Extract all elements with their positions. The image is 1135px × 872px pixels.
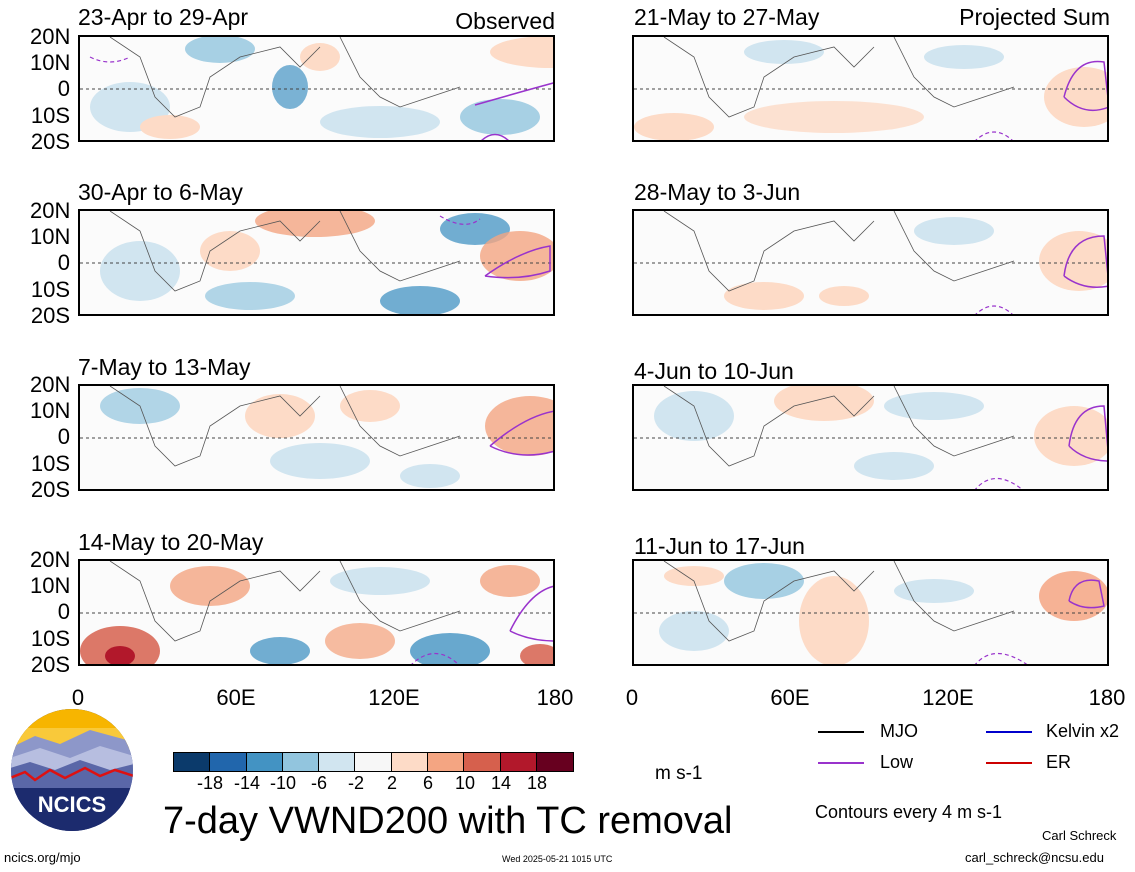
- lon-label: 0: [625, 685, 639, 710]
- map-field: [634, 37, 1107, 140]
- map-field: [80, 561, 553, 664]
- map-field: [80, 386, 553, 488]
- lat-label: 20N: [30, 24, 71, 49]
- main-title: 7-day VWND200 with TC removal: [163, 800, 733, 842]
- panel-2-title: 30-Apr to 6-May: [78, 179, 243, 205]
- map-field: [634, 386, 1107, 489]
- panel-5-tag: Projected Sum: [959, 4, 1110, 30]
- contours-note: Contours every 4 m s-1: [815, 802, 1003, 822]
- panel-1-tag: Observed: [455, 8, 555, 34]
- legend-label-kelvin: Kelvin x2: [1046, 721, 1120, 741]
- colorbar-label: -18: [196, 773, 223, 793]
- panel-5-title: 21-May to 27-May: [634, 4, 820, 30]
- lon-label: 60E: [770, 685, 810, 710]
- colorbar-cell: [319, 753, 356, 771]
- map-field: [634, 561, 1107, 664]
- legend-label-mjo: MJO: [880, 721, 918, 741]
- lat-label: 0: [57, 76, 70, 101]
- lat-label: 20N: [30, 372, 71, 397]
- colorbar-label: 6: [422, 773, 433, 793]
- colorbar-cell: [428, 753, 465, 771]
- lat-label: 0: [57, 424, 70, 449]
- lat-label: 10N: [30, 224, 71, 249]
- footer-author: Carl Schreck: [1042, 828, 1117, 843]
- map-panel-2: [78, 209, 555, 316]
- panel-1-title: 23-Apr to 29-Apr: [78, 4, 249, 30]
- footer-url[interactable]: ncics.org/mjo: [4, 850, 81, 865]
- legend-swatch-mjo: [818, 731, 864, 733]
- lon-label: 60E: [216, 685, 256, 710]
- lat-label: 10N: [30, 50, 71, 75]
- colorbar-label: -2: [347, 773, 364, 793]
- lon-label: 120E: [368, 685, 420, 710]
- lat-label: 0: [57, 599, 70, 624]
- colorbar: [173, 752, 575, 772]
- colorbar-label: -10: [269, 773, 296, 793]
- panel-4-title: 14-May to 20-May: [78, 529, 264, 555]
- legend-label-er: ER: [1046, 752, 1072, 772]
- map-field: [80, 37, 553, 140]
- lat-label: 20N: [30, 198, 71, 223]
- colorbar-cell: [246, 753, 283, 771]
- lat-label: 20S: [30, 129, 70, 154]
- lat-label: 20S: [30, 303, 70, 328]
- lon-label: 180: [536, 685, 574, 710]
- map-panel-3: [78, 384, 555, 491]
- map-panel-5: [632, 35, 1109, 142]
- lat-label: 20S: [30, 652, 70, 677]
- lat-label: 10N: [30, 398, 71, 423]
- colorbar-cell: [536, 753, 574, 771]
- panel-7-title: 4-Jun to 10-Jun: [634, 358, 794, 384]
- lat-label: 10N: [30, 573, 71, 598]
- map-field: [80, 211, 553, 314]
- panel-3-title: 7-May to 13-May: [78, 354, 251, 380]
- panel-8-title: 11-Jun to 17-Jun: [634, 533, 805, 559]
- colorbar-cell: [174, 753, 211, 771]
- lat-label: 10S: [30, 451, 70, 476]
- colorbar-label: 14: [490, 773, 512, 793]
- lat-label: 0: [57, 250, 70, 275]
- logo-text: NCICS: [38, 792, 106, 817]
- legend-swatch-er: [986, 762, 1032, 764]
- footer-timestamp: Wed 2025-05-21 1015 UTC: [502, 854, 613, 864]
- map-panel-1: [78, 35, 555, 142]
- legend-swatch-low: [818, 762, 864, 764]
- colorbar-cell: [464, 753, 501, 771]
- colorbar-label: 18: [526, 773, 548, 793]
- lat-label: 20N: [30, 547, 71, 572]
- ncics-logo: NCICS: [10, 708, 134, 832]
- colorbar-cell: [500, 753, 537, 771]
- legend-swatch-kelvin: [986, 731, 1032, 733]
- colorbar-cell: [355, 753, 392, 771]
- lat-label: 20S: [30, 477, 70, 502]
- colorbar-label: 2: [386, 773, 397, 793]
- lat-label: 10S: [30, 626, 70, 651]
- map-field: [634, 211, 1107, 314]
- footer-email[interactable]: carl_schreck@ncsu.edu: [965, 850, 1104, 865]
- lon-label: 120E: [922, 685, 974, 710]
- colorbar-label: -6: [310, 773, 327, 793]
- map-panel-4: [78, 559, 555, 666]
- lat-label: 10S: [30, 103, 70, 128]
- lon-label: 0: [71, 685, 85, 710]
- colorbar-label: 10: [454, 773, 476, 793]
- colorbar-cell: [210, 753, 247, 771]
- map-panel-7: [632, 384, 1109, 491]
- panel-6-title: 28-May to 3-Jun: [634, 179, 801, 205]
- colorbar-cell: [391, 753, 429, 771]
- colorbar-cell: [282, 753, 320, 771]
- map-panel-8: [632, 559, 1109, 666]
- map-panel-6: [632, 209, 1109, 316]
- lat-label: 10S: [30, 277, 70, 302]
- legend-label-low: Low: [880, 752, 914, 772]
- colorbar-units: m s-1: [655, 763, 703, 784]
- lon-label: 180: [1088, 685, 1126, 710]
- colorbar-label: -14: [233, 773, 260, 793]
